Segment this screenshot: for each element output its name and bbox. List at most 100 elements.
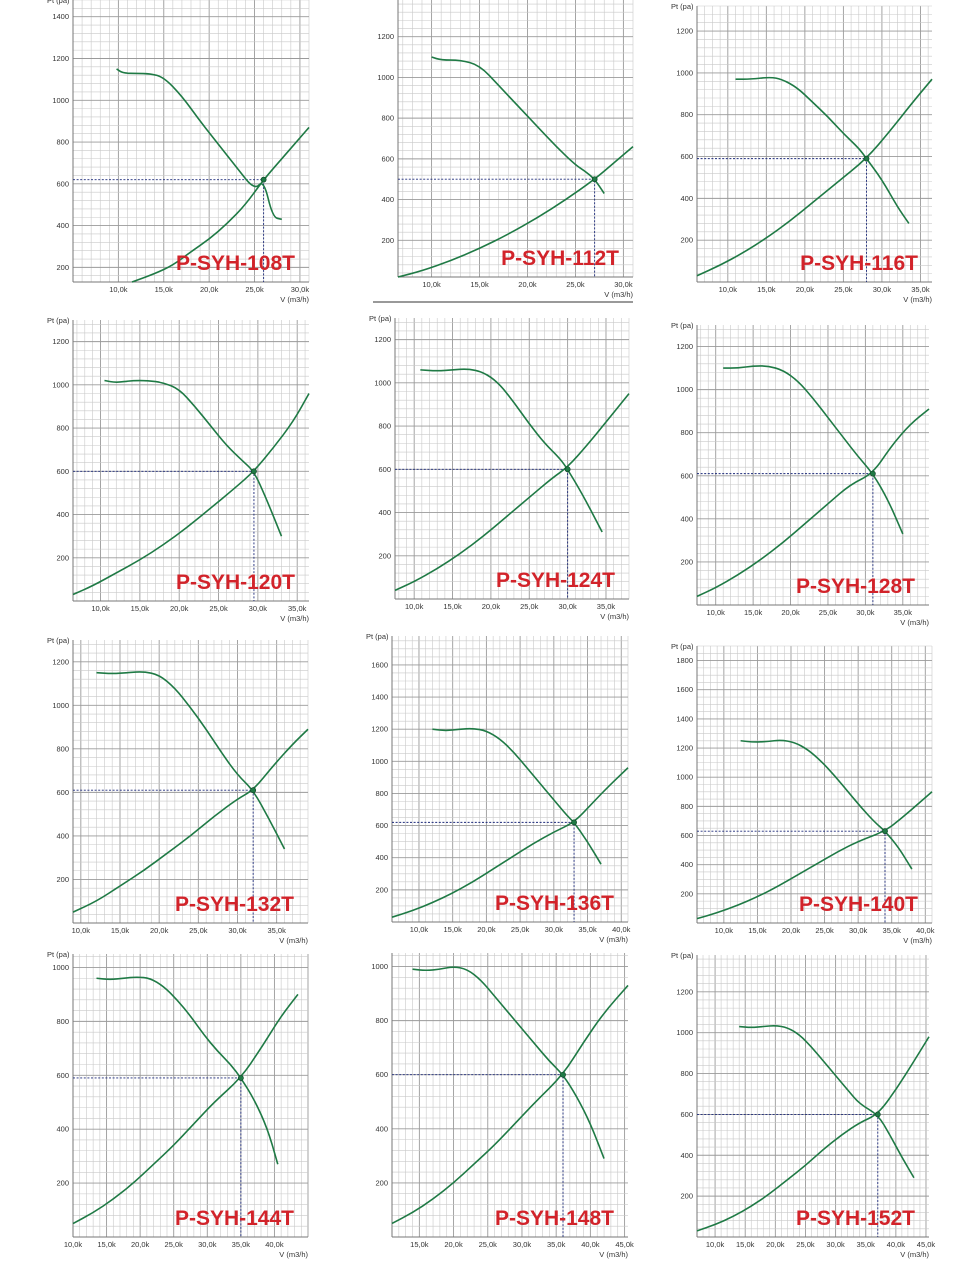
grid bbox=[395, 318, 630, 600]
x-tick-label: 15,0k bbox=[131, 604, 150, 613]
model-title: P-SYH-120T bbox=[176, 571, 295, 594]
x-tick-label: 25,0k bbox=[796, 1240, 815, 1249]
x-tick-label: 15,0k bbox=[97, 1240, 116, 1249]
y-tick-label: 800 bbox=[56, 1017, 69, 1026]
operating-point-marker bbox=[260, 176, 267, 183]
y-tick-label: 400 bbox=[680, 860, 693, 869]
y-axis-title: Pt (pa) bbox=[47, 0, 70, 5]
y-tick-label: 200 bbox=[381, 236, 394, 245]
system-curve-line bbox=[72, 728, 309, 913]
x-tick-label: 30,0k bbox=[291, 285, 310, 294]
model-title: P-SYH-128T bbox=[796, 575, 915, 598]
y-axis-title: Pt (pa) bbox=[369, 314, 392, 323]
y-tick-label: 600 bbox=[680, 1110, 693, 1119]
x-tick-label: 30,0k bbox=[558, 602, 577, 611]
fan-curve-line bbox=[96, 976, 279, 1165]
y-tick-label: 400 bbox=[680, 1151, 693, 1160]
y-tick-label: 400 bbox=[381, 195, 394, 204]
x-tick-label: 10,0k bbox=[706, 1240, 725, 1249]
fan-curve-line bbox=[431, 56, 605, 194]
x-tick-label: 10,0k bbox=[422, 280, 441, 289]
chart-panel-9: 200 400 600 800 1000 1200 1400 1600 1800 10,0k 15,… bbox=[671, 642, 935, 945]
y-tick-label: 600 bbox=[56, 1071, 69, 1080]
fan-curve-line bbox=[723, 365, 904, 535]
y-tick-label: 600 bbox=[375, 1070, 388, 1079]
chart-panel-2: 200 400 600 800 1000 1200 10,0k 15,0k 20,0k 25,0k… bbox=[377, 0, 634, 299]
x-tick-label: 15,0k bbox=[111, 926, 130, 935]
y-tick-label: 200 bbox=[680, 557, 693, 566]
x-tick-label: 10,0k bbox=[72, 926, 91, 935]
fan-curve-line bbox=[116, 68, 282, 221]
operating-point-marker bbox=[250, 787, 257, 794]
x-tick-label: 45,0k bbox=[917, 1240, 936, 1249]
x-tick-label: 15,0k bbox=[444, 925, 463, 934]
y-tick-label: 1200 bbox=[676, 342, 693, 351]
x-tick-label: 35,0k bbox=[894, 608, 913, 617]
system-curve-line bbox=[696, 78, 933, 277]
grid bbox=[72, 0, 310, 282]
y-tick-label: 800 bbox=[680, 428, 693, 437]
x-tick-label: 20,0k bbox=[150, 926, 169, 935]
model-title: P-SYH-148T bbox=[495, 1207, 614, 1230]
y-tick-label: 1000 bbox=[676, 68, 693, 77]
y-tick-label: 800 bbox=[680, 1069, 693, 1078]
x-tick-label: 40,0k bbox=[887, 1240, 906, 1249]
y-tick-label: 1000 bbox=[374, 378, 391, 387]
x-tick-label: 15,0k bbox=[748, 926, 767, 935]
operating-point-guide bbox=[73, 1077, 242, 1237]
fan-curve-line bbox=[735, 76, 910, 224]
y-tick-label: 1200 bbox=[52, 657, 69, 666]
x-tick-label: 30,0k bbox=[513, 1240, 532, 1249]
fan-curve-line bbox=[420, 368, 603, 533]
y-tick-label: 1000 bbox=[676, 385, 693, 394]
y-tick-label: 1000 bbox=[52, 96, 69, 105]
operating-point-marker bbox=[882, 828, 888, 835]
y-axis-title: Pt (pa) bbox=[671, 2, 694, 11]
system-curve-line bbox=[397, 146, 634, 278]
system-curve-line bbox=[696, 1036, 930, 1232]
y-tick-label: 800 bbox=[381, 114, 394, 123]
x-tick-label: 40,0k bbox=[581, 1240, 600, 1249]
model-title: P-SYH-124T bbox=[496, 569, 615, 592]
y-tick-label: 800 bbox=[680, 802, 693, 811]
x-tick-label: 30,0k bbox=[198, 1240, 217, 1249]
operating-point-marker bbox=[863, 155, 870, 162]
x-axis-title: V (m3/h) bbox=[280, 614, 309, 623]
y-tick-label: 400 bbox=[56, 1125, 69, 1134]
x-tick-label: 10,0k bbox=[64, 1240, 83, 1249]
grid bbox=[697, 325, 929, 606]
x-tick-label: 15,0k bbox=[443, 602, 462, 611]
model-title: P-SYH-140T bbox=[799, 893, 918, 916]
system-curve-line bbox=[391, 767, 629, 918]
operating-point-marker bbox=[237, 1075, 244, 1081]
y-tick-label: 1600 bbox=[371, 660, 388, 669]
y-tick-label: 1200 bbox=[676, 27, 693, 36]
y-tick-label: 200 bbox=[680, 889, 693, 898]
x-tick-label: 20,0k bbox=[796, 285, 815, 294]
x-tick-label: 35,0k bbox=[883, 926, 902, 935]
x-tick-label: 30,0k bbox=[849, 926, 868, 935]
y-axis-title: Pt (pa) bbox=[47, 636, 70, 645]
grid bbox=[696, 645, 933, 924]
x-axis-title: V (m3/h) bbox=[279, 936, 308, 945]
x-tick-label: 25,0k bbox=[566, 280, 585, 289]
y-tick-label: 1400 bbox=[676, 714, 693, 723]
y-axis-title: Pt (pa) bbox=[47, 316, 70, 325]
x-tick-label: 30,0k bbox=[545, 925, 564, 934]
fan-curve-line bbox=[432, 727, 602, 865]
fan-curve-line bbox=[412, 966, 605, 1159]
model-title: P-SYH-144T bbox=[175, 1207, 294, 1230]
x-tick-label: 40,0k bbox=[612, 925, 631, 934]
x-tick-label: 45,0k bbox=[615, 1240, 634, 1249]
x-tick-label: 30,0k bbox=[873, 285, 892, 294]
grid bbox=[391, 636, 629, 923]
y-tick-label: 1000 bbox=[52, 380, 69, 389]
y-tick-label: 1600 bbox=[676, 685, 693, 694]
model-title: P-SYH-152T bbox=[796, 1207, 915, 1230]
y-axis-title: Pt (pa) bbox=[671, 951, 694, 960]
y-tick-label: 400 bbox=[56, 831, 69, 840]
x-tick-label: 20,0k bbox=[131, 1240, 150, 1249]
x-tick-label: 25,0k bbox=[165, 1240, 184, 1249]
y-tick-label: 1200 bbox=[52, 54, 69, 63]
x-tick-label: 35,0k bbox=[267, 926, 286, 935]
